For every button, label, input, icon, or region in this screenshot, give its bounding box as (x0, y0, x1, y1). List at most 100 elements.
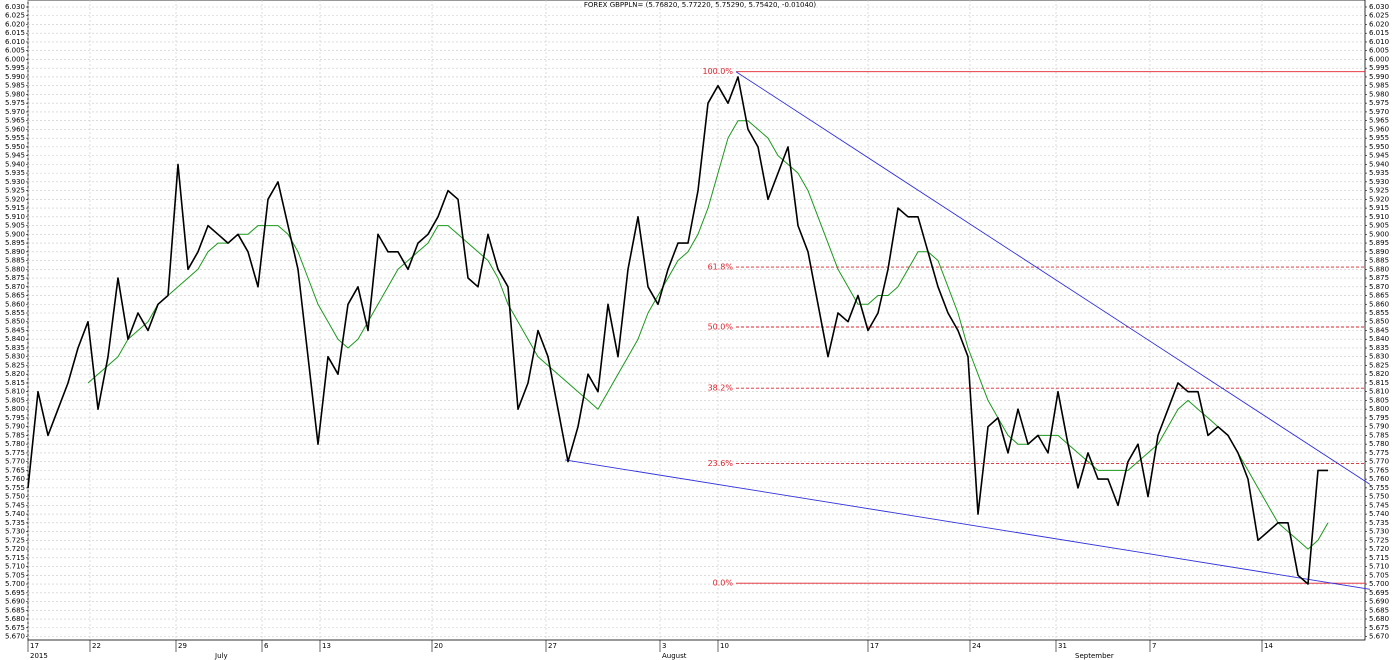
fib-label: 50.0% (708, 322, 734, 331)
y-tick-label: 5.860 (5, 300, 25, 308)
y-tick-label: 5.945 (1369, 152, 1389, 160)
y-tick-label: 5.950 (1369, 143, 1389, 151)
y-tick-label: 5.680 (5, 615, 25, 623)
y-tick-label: 5.840 (1369, 335, 1389, 343)
month-label: August (662, 652, 687, 660)
y-tick-label: 5.935 (5, 169, 25, 177)
y-tick-label: 5.880 (5, 265, 25, 273)
y-tick-label: 5.800 (5, 405, 25, 413)
x-tick-label: 17 (30, 642, 39, 650)
y-tick-label: 5.675 (5, 624, 25, 632)
y-tick-label: 5.855 (1369, 309, 1389, 317)
y-tick-label: 5.795 (5, 414, 25, 422)
y-tick-label: 5.965 (5, 117, 25, 125)
y-tick-label: 5.865 (5, 292, 25, 300)
y-tick-label: 5.920 (5, 195, 25, 203)
x-tick-label: 27 (548, 642, 557, 650)
y-tick-label: 5.805 (5, 396, 25, 404)
fib-label: 0.0% (713, 579, 734, 588)
chart-title: FOREX GBPPLN= (5.76820, 5.77220, 5.75290… (584, 1, 817, 9)
y-tick-label: 5.890 (1369, 248, 1389, 256)
y-tick-label: 5.940 (5, 160, 25, 168)
fib-label: 100.0% (702, 67, 733, 76)
y-tick-label: 5.780 (1369, 440, 1389, 448)
y-tick-label: 5.745 (5, 501, 25, 509)
y-tick-label: 5.765 (5, 466, 25, 474)
y-tick-label: 5.985 (5, 82, 25, 90)
y-tick-label: 5.875 (1369, 274, 1389, 282)
y-tick-label: 5.695 (1369, 589, 1389, 597)
y-tick-label: 5.965 (1369, 117, 1389, 125)
trendline (735, 71, 1371, 485)
y-tick-label: 5.830 (1369, 353, 1389, 361)
y-tick-label: 5.690 (5, 598, 25, 606)
y-tick-label: 5.825 (1369, 361, 1389, 369)
y-tick-label: 5.775 (5, 449, 25, 457)
y-tick-label: 5.820 (5, 370, 25, 378)
y-tick-label: 5.890 (5, 248, 25, 256)
y-tick-label: 5.940 (1369, 160, 1389, 168)
y-tick-label: 5.905 (1369, 222, 1389, 230)
y-tick-label: 5.725 (5, 536, 25, 544)
y-tick-label: 5.740 (1369, 510, 1389, 518)
fib-label: 61.8% (708, 263, 734, 272)
y-tick-label: 5.840 (5, 335, 25, 343)
x-tick-label: 10 (720, 642, 729, 650)
y-tick-label: 5.760 (1369, 475, 1389, 483)
y-tick-label: 5.910 (5, 213, 25, 221)
y-tick-label: 5.895 (1369, 239, 1389, 247)
y-tick-label: 5.815 (1369, 379, 1389, 387)
y-tick-label: 5.925 (5, 187, 25, 195)
fib-label: 38.2% (708, 384, 734, 393)
y-tick-label: 5.750 (5, 493, 25, 501)
y-tick-label: 5.970 (5, 108, 25, 116)
y-tick-label: 5.720 (5, 545, 25, 553)
y-tick-label: 5.855 (5, 309, 25, 317)
y-tick-label: 5.880 (1369, 265, 1389, 273)
y-tick-label: 6.015 (1369, 29, 1389, 37)
y-tick-label: 5.970 (1369, 108, 1389, 116)
y-tick-label: 5.860 (1369, 300, 1389, 308)
x-tick-label: 20 (434, 642, 443, 650)
y-tick-label: 5.750 (1369, 493, 1389, 501)
x-tick-label: 22 (92, 642, 101, 650)
y-tick-label: 6.010 (1369, 38, 1389, 46)
y-tick-label: 5.725 (1369, 536, 1389, 544)
x-tick-label: 14 (1264, 642, 1273, 650)
y-tick-label: 5.845 (1369, 326, 1389, 334)
y-tick-label: 5.985 (1369, 82, 1389, 90)
y-tick-label: 5.845 (5, 326, 25, 334)
y-tick-label: 5.780 (5, 440, 25, 448)
y-tick-label: 5.720 (1369, 545, 1389, 553)
y-tick-label: 6.030 (1369, 3, 1389, 11)
x-tick-label: 24 (972, 642, 981, 650)
y-tick-label: 5.850 (5, 318, 25, 326)
y-tick-label: 5.695 (5, 589, 25, 597)
y-tick-label: 5.950 (5, 143, 25, 151)
y-tick-label: 5.785 (1369, 431, 1389, 439)
x-tick-label: 31 (1058, 642, 1067, 650)
x-tick-label: 7 (1152, 642, 1156, 650)
y-tick-label: 5.715 (1369, 554, 1389, 562)
month-label: July (214, 652, 228, 660)
y-tick-label: 6.005 (1369, 47, 1389, 55)
y-tick-label: 5.710 (5, 563, 25, 571)
y-tick-label: 5.900 (5, 230, 25, 238)
y-tick-label: 6.010 (5, 38, 25, 46)
y-tick-label: 5.790 (5, 423, 25, 431)
y-tick-label: 5.690 (1369, 598, 1389, 606)
y-tick-label: 5.955 (5, 134, 25, 142)
y-tick-label: 5.960 (1369, 125, 1389, 133)
y-tick-label: 5.800 (1369, 405, 1389, 413)
y-tick-label: 5.945 (5, 152, 25, 160)
y-tick-label: 5.670 (1369, 633, 1389, 641)
y-tick-label: 5.760 (5, 475, 25, 483)
y-tick-label: 5.900 (1369, 230, 1389, 238)
x-tick-label: 29 (178, 642, 187, 650)
y-tick-label: 5.755 (5, 484, 25, 492)
y-tick-label: 5.670 (5, 633, 25, 641)
y-tick-label: 6.000 (1369, 55, 1389, 63)
y-tick-label: 5.830 (5, 353, 25, 361)
y-tick-label: 5.995 (1369, 64, 1389, 72)
